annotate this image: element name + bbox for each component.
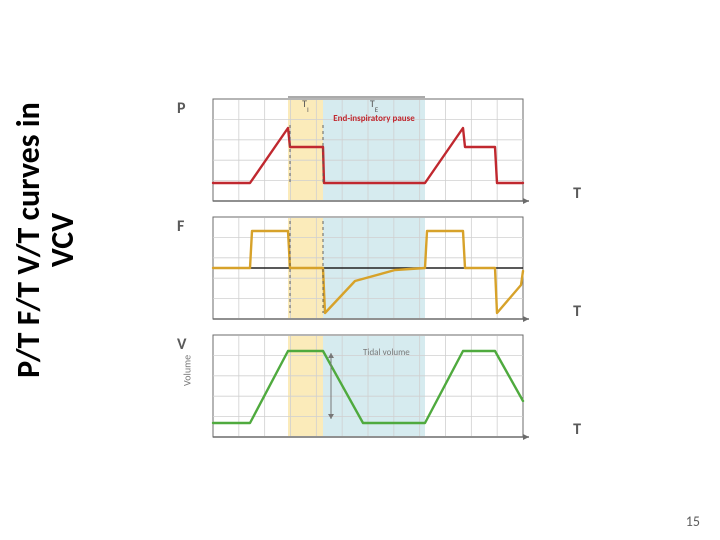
- flow-panel: F T: [195, 213, 565, 323]
- pressure-chart: TITEEnd-inspiratory pause: [195, 95, 545, 205]
- pressure-y-label: P: [177, 99, 186, 118]
- flow-y-label: F: [177, 217, 184, 236]
- volume-y-label: V: [177, 335, 186, 354]
- svg-text:Tidal volume: Tidal volume: [363, 347, 410, 358]
- flow-chart: [195, 213, 545, 323]
- svg-text:End-inspiratory pause: End-inspiratory pause: [333, 113, 415, 124]
- pressure-x-label: T: [573, 184, 581, 203]
- flow-x-label: T: [573, 302, 581, 321]
- pressure-panel: P TITEEnd-inspiratory pause T: [195, 95, 565, 205]
- title-line-1: P/T F/T V/T curves in: [12, 30, 46, 450]
- volume-chart: Tidal volume: [195, 331, 545, 441]
- title-line-2: VCV: [46, 30, 80, 450]
- volume-panel: V Volume Tidal volume T: [195, 331, 565, 441]
- volume-axis-label: Volume: [181, 355, 194, 386]
- charts-container: P TITEEnd-inspiratory pause T F T V Volu…: [195, 95, 565, 449]
- slide-title: P/T F/T V/T curves in VCV: [12, 30, 79, 450]
- page-number: 15: [686, 513, 700, 530]
- volume-x-label: T: [573, 420, 581, 439]
